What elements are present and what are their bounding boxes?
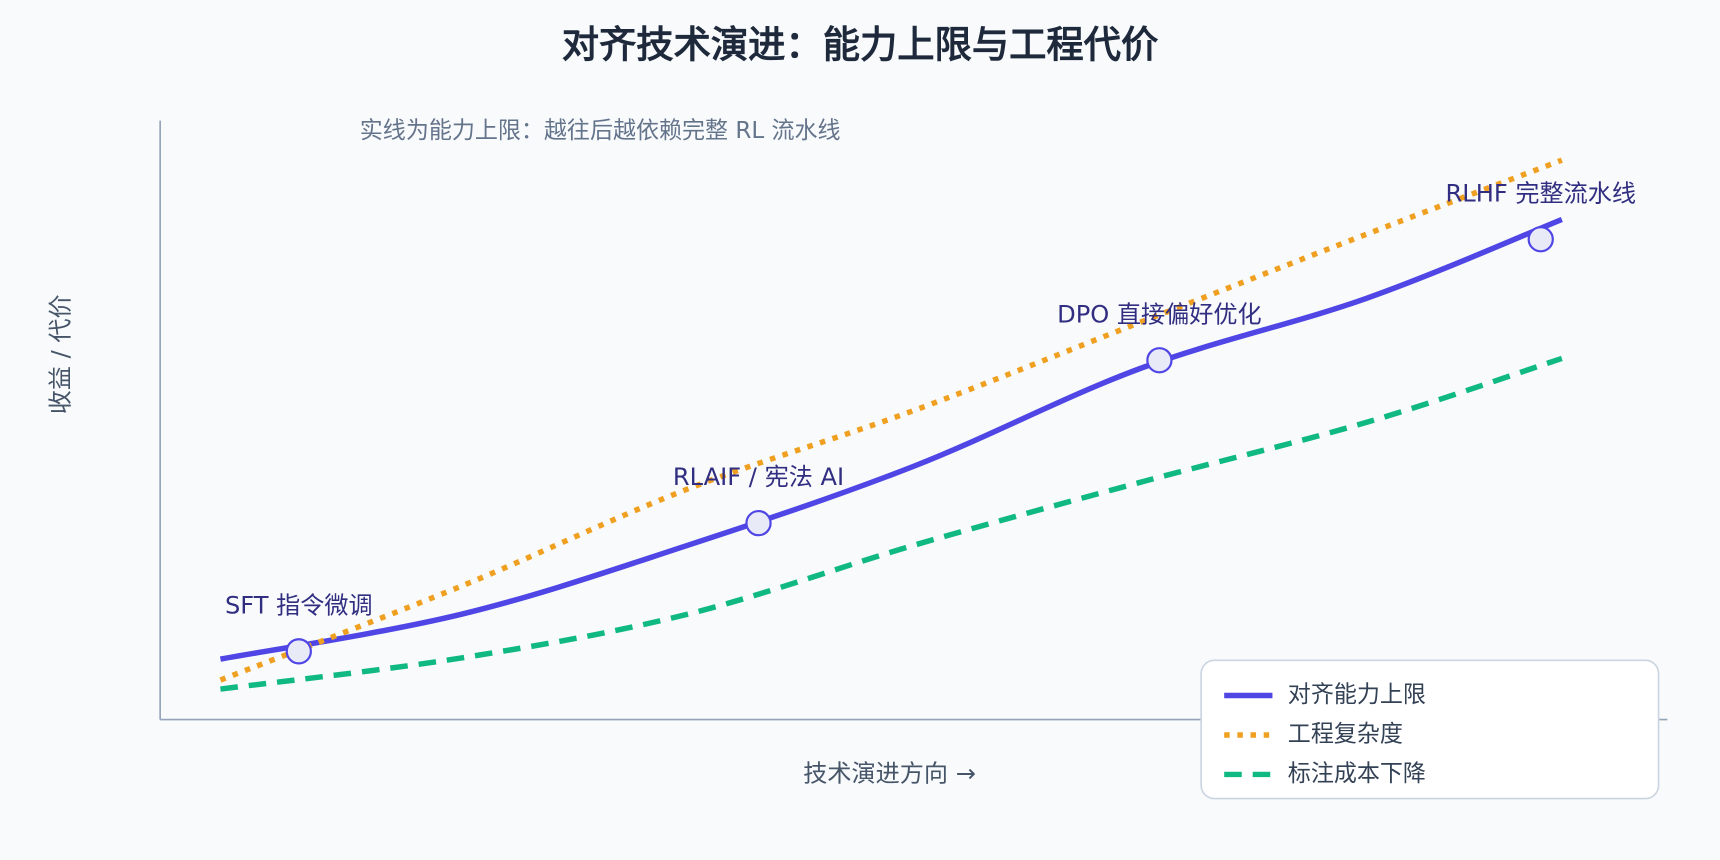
y-axis-label: 收益 / 代价 <box>46 294 74 414</box>
milestone-point <box>285 638 312 665</box>
legend-label: 工程复杂度 <box>1288 721 1403 747</box>
milestone-point <box>745 509 772 537</box>
milestone-label: SFT 指令微调 <box>225 591 373 619</box>
milestone-label: RLHF 完整流水线 <box>1445 179 1636 207</box>
series-line <box>220 355 1563 692</box>
legend-box <box>1200 659 1660 800</box>
annotation: 实线为能力上限：越往后越依赖完整 RL 流水线 <box>360 118 841 144</box>
plot-area: SFT 指令微调 RLAIF / 宪法 AI DPO 直接偏好优化 RLHF 完整流水… <box>219 157 1636 692</box>
x-axis-label: 技术演进方向 → <box>803 759 976 787</box>
milestone-point <box>1146 347 1173 374</box>
milestone-point <box>1527 226 1554 253</box>
legend-label: 标注成本下降 <box>1288 761 1426 787</box>
series-line <box>219 216 1563 662</box>
chart-title: 对齐技术演进：能力上限与工程代价 <box>562 23 1159 67</box>
legend-label: 对齐能力上限 <box>1288 682 1426 708</box>
milestone-label: DPO 直接偏好优化 <box>1057 300 1262 328</box>
milestone-label: RLAIF / 宪法 AI <box>673 463 844 491</box>
series-line <box>219 157 1563 683</box>
